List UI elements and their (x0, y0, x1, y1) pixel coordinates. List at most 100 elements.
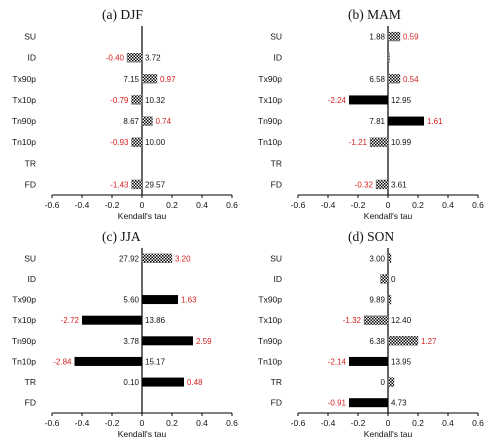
bar (141, 253, 173, 263)
trend-label: 0.59 (403, 33, 419, 42)
x-axis-label: Kendall's tau (118, 429, 167, 439)
data-label: 10.99 (391, 138, 412, 147)
trend-label: -2.24 (328, 96, 347, 105)
trend-label: -0.91 (328, 399, 347, 408)
data-label: 0.10 (123, 378, 139, 387)
data-label: 0 (381, 378, 386, 387)
trend-label: 2.59 (196, 337, 212, 346)
bar (349, 356, 388, 366)
bar (131, 179, 143, 190)
x-tick-label: 0.6 (226, 418, 238, 428)
data-label: 9.89 (369, 296, 385, 305)
trend-label: 1.61 (427, 117, 443, 126)
bar (387, 294, 392, 305)
chart-panel-2: (b) MAM -0.6 -0.4 -0.2 0 0.2 0.4 0.6 Kendall's t… (255, 3, 489, 224)
trend-label: -0.93 (110, 138, 129, 147)
data-label: 3.61 (391, 180, 407, 189)
data-label: 27.92 (119, 254, 140, 263)
bar (349, 95, 388, 105)
x-tick-label: 0.4 (442, 418, 454, 428)
category-label: TR (25, 158, 36, 168)
trend-label: -2.14 (328, 357, 347, 366)
category-label: SU (270, 32, 282, 42)
bar (142, 336, 193, 346)
bar (369, 137, 389, 147)
trend-label: -1.21 (349, 138, 368, 147)
trend-label: 0.54 (403, 75, 419, 84)
x-tick-label: -0.2 (105, 418, 120, 428)
category-label: Tn90p (12, 336, 36, 346)
bar (131, 95, 143, 105)
category-label: FD (25, 179, 36, 189)
category-label: Tx90p (12, 295, 36, 305)
data-label: 15.17 (145, 357, 166, 366)
trend-label: 0.48 (187, 378, 203, 387)
x-tick-label: 0 (386, 418, 391, 428)
data-label: 12.95 (391, 96, 412, 105)
trend-label: 1.27 (421, 337, 437, 346)
data-label: 3.78 (123, 337, 139, 346)
bar (387, 53, 390, 63)
category-label: Tx10p (258, 315, 282, 325)
x-tick-label: 0.6 (472, 200, 484, 210)
bar (363, 315, 389, 325)
trend-label: 0.74 (156, 117, 172, 126)
x-tick-label: -0.6 (45, 418, 60, 428)
trend-label: -0.79 (110, 96, 129, 105)
panel-frame (9, 225, 243, 442)
x-tick-label: -0.2 (351, 200, 366, 210)
x-tick-label: -0.2 (351, 418, 366, 428)
x-tick-label: 0.4 (442, 200, 454, 210)
bar (387, 253, 392, 263)
chart-title: (b) MAM (348, 7, 401, 22)
trend-label: 0.97 (160, 75, 176, 84)
bar (142, 295, 178, 305)
category-label: SU (24, 253, 36, 263)
category-label: TR (271, 377, 282, 387)
x-tick-label: 0.6 (226, 200, 238, 210)
category-label: TR (271, 158, 282, 168)
data-label: 7.81 (369, 117, 385, 126)
trend-label: 3.20 (175, 254, 191, 263)
category-label: FD (271, 398, 282, 408)
category-label: Tn10p (258, 137, 282, 147)
category-label: Tx90p (258, 295, 282, 305)
x-axis-label: Kendall's tau (364, 211, 413, 221)
x-tick-label: 0 (140, 200, 145, 210)
x-tick-label: 0.2 (412, 200, 424, 210)
category-label: Tx90p (12, 74, 36, 84)
category-label: Tn10p (12, 356, 36, 366)
trend-label: -2.84 (53, 357, 72, 366)
x-tick-label: 0.6 (472, 418, 484, 428)
category-label: Tx10p (258, 95, 282, 105)
data-label: 10.32 (145, 96, 166, 105)
data-label: 0 (391, 275, 396, 284)
data-label: 7.15 (123, 75, 139, 84)
x-tick-label: -0.6 (291, 418, 306, 428)
x-tick-label: -0.6 (45, 200, 60, 210)
data-label: 3.72 (145, 54, 161, 63)
bar (141, 116, 153, 126)
x-tick-label: 0 (140, 418, 145, 428)
x-tick-label: 0.2 (166, 418, 178, 428)
category-label: Tx90p (258, 74, 282, 84)
bar (349, 398, 388, 408)
category-label: ID (274, 53, 283, 63)
data-label: 8.67 (123, 117, 139, 126)
x-tick-label: -0.2 (105, 200, 120, 210)
category-label: SU (24, 32, 36, 42)
x-tick-label: 0.4 (196, 418, 208, 428)
category-label: ID (274, 274, 283, 284)
data-label: 6.58 (369, 75, 385, 84)
data-label: 10.00 (145, 138, 166, 147)
bar (387, 74, 401, 84)
data-label: 5.60 (123, 296, 139, 305)
bar (126, 53, 143, 63)
data-label: 13.86 (145, 316, 166, 325)
bar (74, 356, 142, 366)
bar (131, 137, 143, 147)
x-tick-label: -0.4 (75, 200, 90, 210)
chart-panel-3: (c) JJA -0.6 -0.4 -0.2 0 0.2 0.4 0.6 Kendall's t… (9, 225, 243, 442)
chart-panel-1: (a) DJF -0.6 -0.4 -0.2 0 0.2 0.4 0.6 Kendall's t… (9, 3, 243, 224)
data-label: 4.73 (391, 399, 407, 408)
